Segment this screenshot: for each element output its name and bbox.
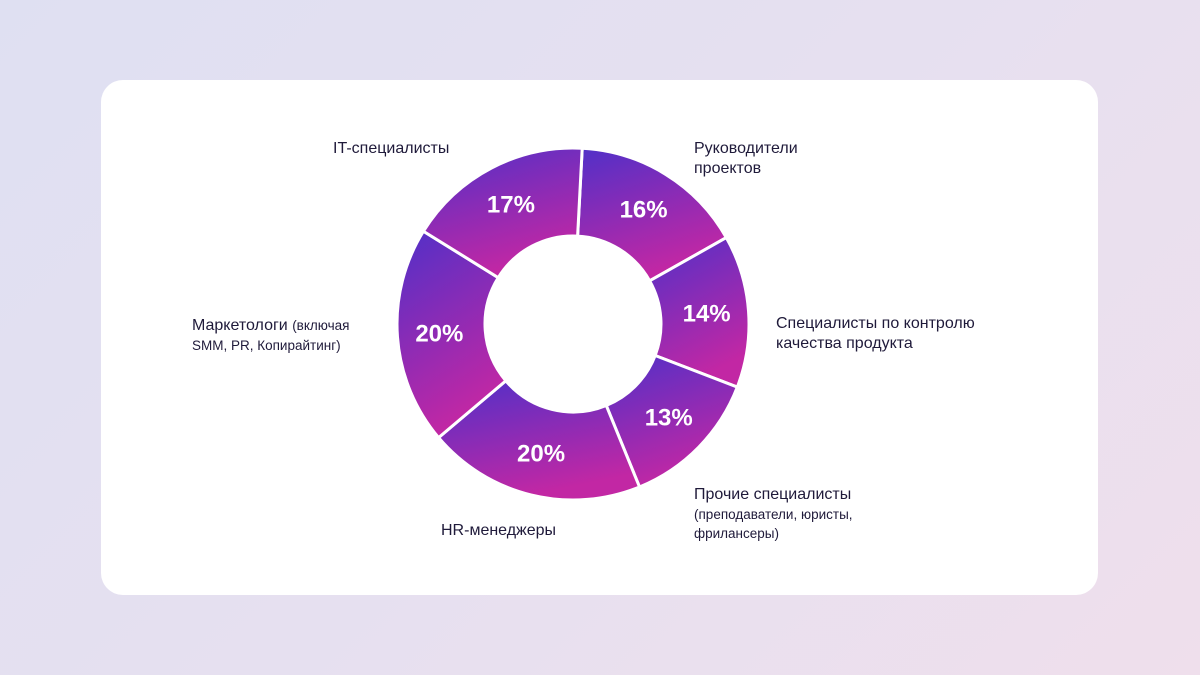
label-other-sub-line2: фрилансеры) bbox=[694, 526, 779, 541]
label-marketing: Маркетологи (включая SMM, PR, Копирайтин… bbox=[192, 316, 349, 355]
slice-it-specialists bbox=[421, 146, 584, 280]
slice-it-specialists-value: 17% bbox=[487, 192, 535, 219]
label-marketing-sub-inline: (включая bbox=[292, 318, 350, 333]
slice-value-labels: 16% 14% 13% 20% 20% 17% bbox=[415, 192, 730, 468]
label-project-managers-line2: проектов bbox=[694, 160, 762, 177]
label-hr-main: HR-менеджеры bbox=[441, 522, 557, 539]
label-project-managers-line1: Руководители bbox=[694, 140, 798, 157]
label-qa-line2: качества продукта bbox=[776, 335, 913, 352]
slice-qa-specialists bbox=[647, 235, 751, 390]
donut-slices bbox=[395, 146, 751, 502]
label-marketing-main: Маркетологи bbox=[192, 317, 288, 334]
label-other-sub-line1: (преподаватели, юристы, bbox=[694, 507, 853, 522]
label-other-main: Прочие специалисты bbox=[694, 486, 852, 503]
label-qa-line1: Специалисты по контролю bbox=[776, 315, 975, 332]
slice-marketing bbox=[395, 229, 508, 440]
slice-hr-managers bbox=[436, 378, 642, 502]
slice-project-managers bbox=[576, 146, 729, 283]
slice-hr-managers-value: 20% bbox=[517, 441, 565, 468]
label-hr-managers: HR-менеджеры bbox=[441, 521, 556, 541]
label-marketing-sub: SMM, PR, Копирайтинг) bbox=[192, 338, 341, 353]
slice-other-specialists-value: 13% bbox=[645, 404, 693, 431]
label-project-managers: Руководители проектов bbox=[694, 139, 798, 179]
slice-marketing-value: 20% bbox=[415, 320, 463, 347]
label-qa-specialists: Специалисты по контролю качества продукт… bbox=[776, 314, 975, 354]
label-it-specialists: IT-специалисты bbox=[333, 139, 449, 159]
label-it-main: IT-специалисты bbox=[333, 140, 450, 157]
slice-project-managers-value: 16% bbox=[620, 197, 668, 224]
slice-qa-specialists-value: 14% bbox=[683, 301, 731, 328]
label-other-specialists: Прочие специалисты (преподаватели, юрист… bbox=[694, 485, 853, 543]
